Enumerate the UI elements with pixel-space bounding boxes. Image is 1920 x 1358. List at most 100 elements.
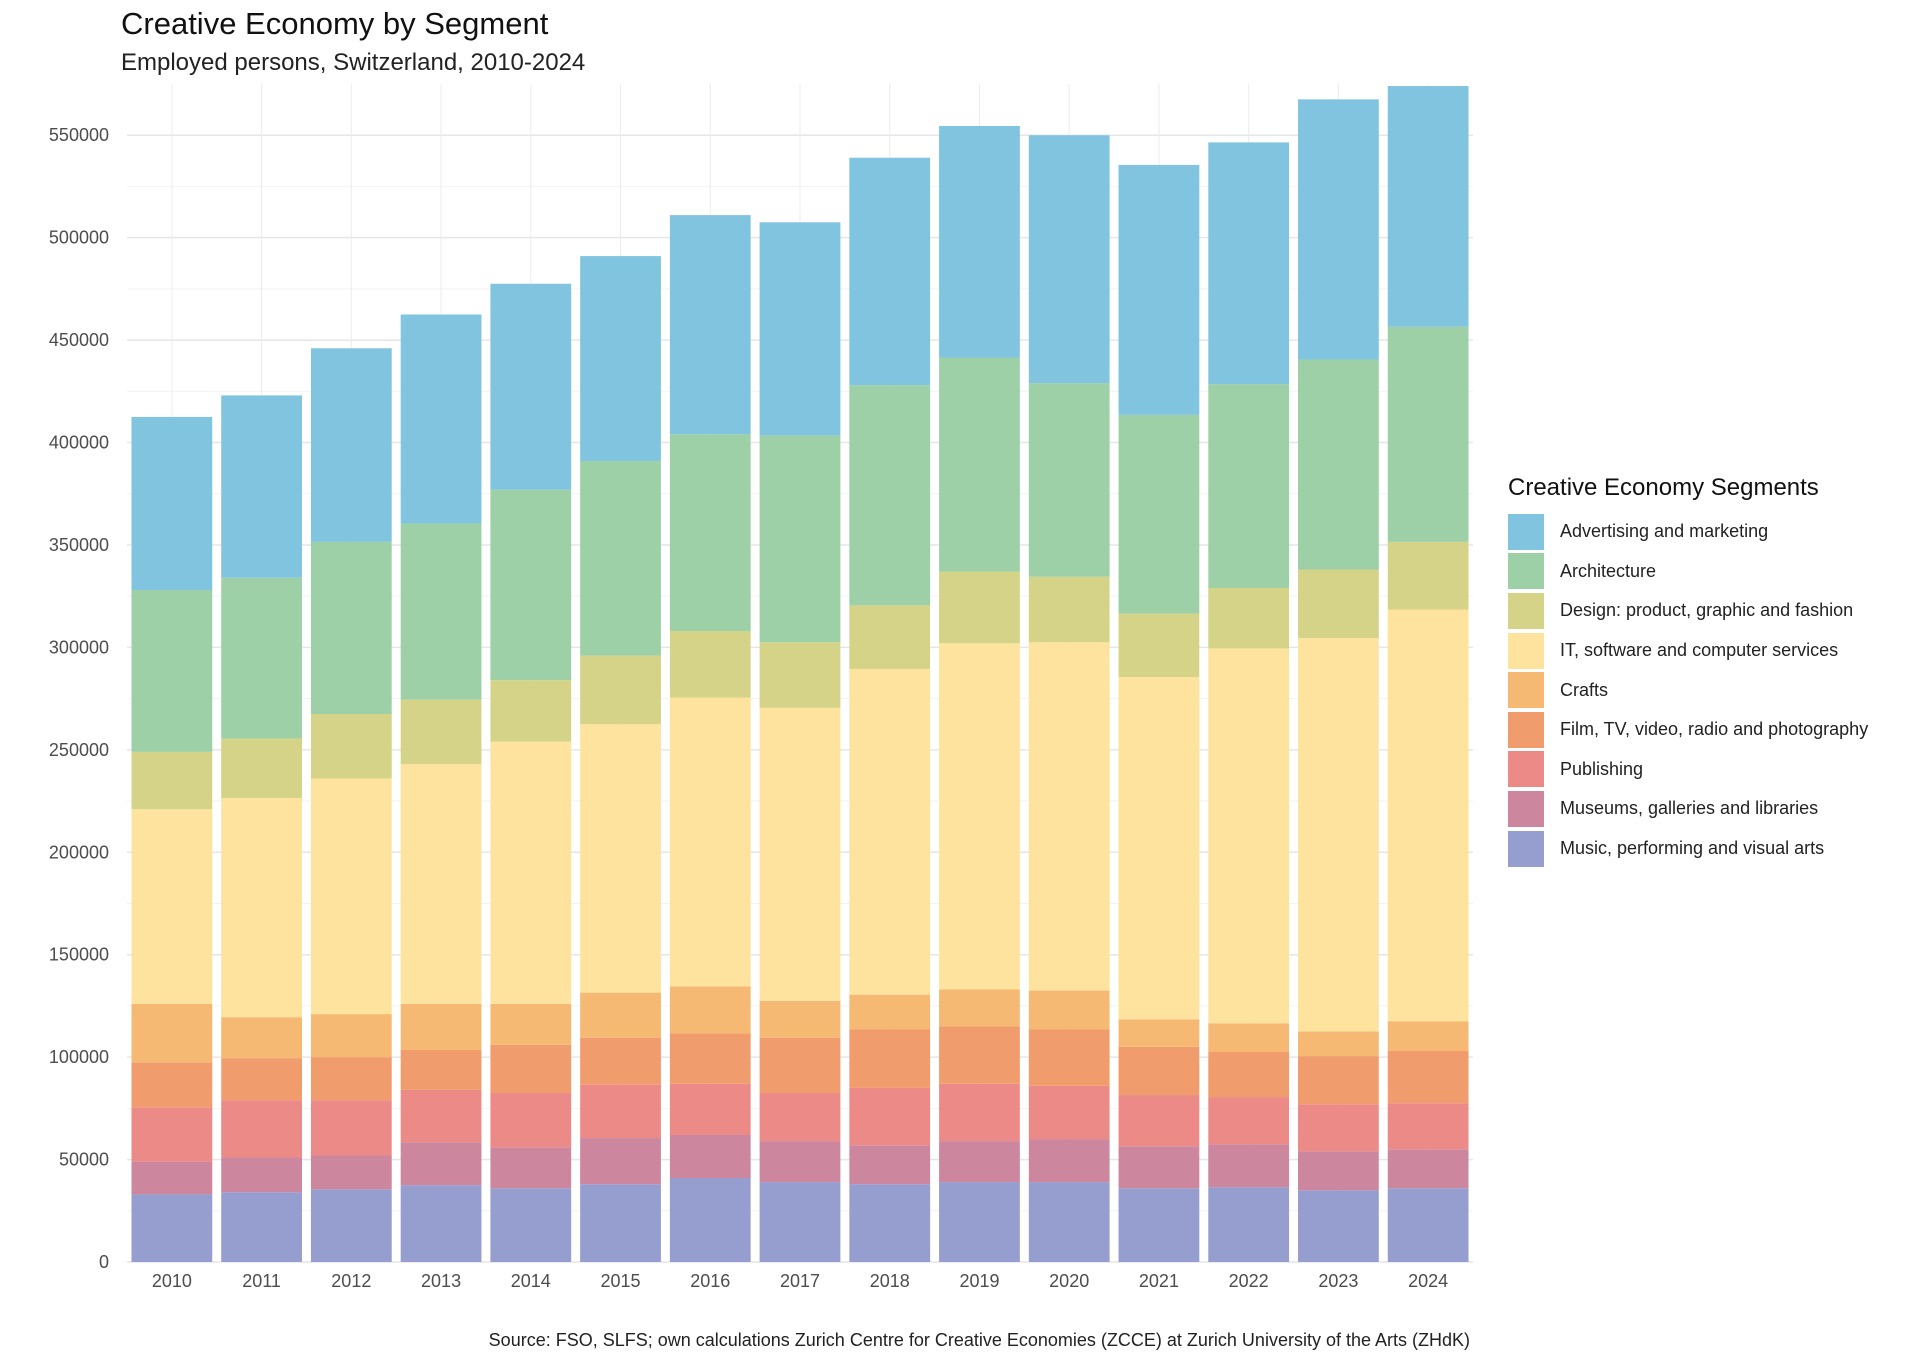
bar-segment bbox=[1208, 1097, 1290, 1145]
bar-segment bbox=[1118, 414, 1200, 614]
bar-segment bbox=[400, 1185, 482, 1262]
bar-segment bbox=[1298, 1104, 1379, 1152]
legend-label: Design: product, graphic and fashion bbox=[1560, 600, 1854, 621]
bar-segment bbox=[131, 1161, 213, 1195]
bar-segment bbox=[669, 434, 751, 632]
bar-segment bbox=[131, 416, 213, 591]
y-tick-label: 400000 bbox=[49, 433, 109, 453]
bar-segment bbox=[400, 523, 482, 700]
bar-segment bbox=[939, 1141, 1020, 1183]
bar-segment bbox=[580, 724, 661, 993]
bar-segment bbox=[759, 222, 841, 436]
bar-segment bbox=[131, 1194, 213, 1262]
x-tick-label: 2020 bbox=[1049, 1271, 1089, 1291]
bar-segment bbox=[669, 1033, 751, 1084]
bar-segment bbox=[1028, 1029, 1110, 1086]
bar-segment bbox=[400, 1003, 482, 1050]
legend-item: Crafts bbox=[1508, 670, 1868, 710]
bar-segment bbox=[1208, 587, 1290, 649]
bar-segment bbox=[221, 1157, 302, 1193]
legend-item: Film, TV, video, radio and photography bbox=[1508, 710, 1868, 750]
bar-segment bbox=[1298, 1056, 1379, 1105]
bar-segment bbox=[1118, 1188, 1200, 1262]
legend-swatch bbox=[1508, 632, 1544, 669]
legend-swatch bbox=[1508, 711, 1544, 748]
bar-segment bbox=[1387, 326, 1469, 542]
bar-segment bbox=[669, 1178, 751, 1262]
legend-swatch bbox=[1508, 513, 1544, 550]
source-caption: Source: FSO, SLFS; own calculations Zuri… bbox=[488, 1330, 1470, 1350]
bar-segment bbox=[1298, 1151, 1379, 1191]
bar-segment bbox=[939, 989, 1020, 1027]
bar-segment bbox=[1118, 1046, 1200, 1096]
bar-segment bbox=[1387, 1050, 1469, 1104]
bar-segment bbox=[490, 741, 572, 1004]
bar-segment bbox=[669, 1083, 751, 1135]
y-tick-label: 300000 bbox=[49, 637, 109, 657]
legend-item: Museums, galleries and libraries bbox=[1508, 789, 1868, 829]
bar-segment bbox=[1298, 1031, 1379, 1057]
bar-segment bbox=[490, 283, 572, 490]
bar-segment bbox=[1298, 359, 1379, 570]
bar-segment bbox=[1208, 1144, 1290, 1188]
bar-segment bbox=[310, 541, 392, 714]
bar-segment bbox=[400, 1049, 482, 1090]
bar-segment bbox=[1387, 609, 1469, 1022]
x-tick-label: 2018 bbox=[870, 1271, 910, 1291]
bar-segment bbox=[490, 489, 572, 681]
x-tick-label: 2016 bbox=[690, 1271, 730, 1291]
x-tick-label: 2017 bbox=[780, 1271, 820, 1291]
bar-segment bbox=[1208, 384, 1290, 588]
bar-segment bbox=[669, 1134, 751, 1179]
legend-title: Creative Economy Segments bbox=[1508, 474, 1819, 501]
bar-segment bbox=[939, 1026, 1020, 1084]
bar-segment bbox=[1298, 1190, 1379, 1262]
bar-segment bbox=[939, 643, 1020, 990]
bar-segment bbox=[1208, 1023, 1290, 1053]
bar-segment bbox=[849, 668, 931, 995]
bar-segment bbox=[131, 590, 213, 752]
bar-segment bbox=[131, 1062, 213, 1108]
x-tick-label: 2013 bbox=[421, 1271, 461, 1291]
bar-segment bbox=[580, 1138, 661, 1185]
x-tick-label: 2021 bbox=[1139, 1271, 1179, 1291]
bar-segment bbox=[759, 1141, 841, 1183]
bar-segment bbox=[221, 577, 302, 739]
bar-segment bbox=[849, 1145, 931, 1185]
bar-segment bbox=[221, 1017, 302, 1059]
bar-segment bbox=[939, 1182, 1020, 1262]
bar-segment bbox=[580, 655, 661, 725]
legend-label: Film, TV, video, radio and photography bbox=[1560, 719, 1869, 740]
bar-segment bbox=[939, 571, 1020, 644]
bar-segment bbox=[1387, 1103, 1469, 1150]
bar-segment bbox=[1118, 677, 1200, 1020]
legend-label: IT, software and computer services bbox=[1560, 640, 1839, 661]
bar-segment bbox=[580, 256, 661, 461]
bar-segment bbox=[1028, 1139, 1110, 1183]
bar-segment bbox=[1028, 990, 1110, 1030]
bar-segment bbox=[310, 778, 392, 1015]
bar-segment bbox=[580, 1084, 661, 1139]
bar-segment bbox=[669, 631, 751, 698]
bar-segment bbox=[221, 395, 302, 578]
legend-item: IT, software and computer services bbox=[1508, 631, 1868, 671]
bar-segment bbox=[759, 435, 841, 643]
legend: Creative Economy Segments Advertising an… bbox=[1508, 474, 1868, 868]
bar-segment bbox=[1298, 638, 1379, 1032]
bar-segment bbox=[131, 751, 213, 810]
bar-segment bbox=[669, 697, 751, 987]
legend-label: Advertising and marketing bbox=[1560, 521, 1769, 542]
legend-swatch bbox=[1508, 553, 1544, 590]
bar-segment bbox=[310, 1189, 392, 1262]
bar-segment bbox=[580, 1037, 661, 1085]
legend-label: Publishing bbox=[1560, 758, 1644, 779]
bar-segment bbox=[580, 460, 661, 656]
y-tick-label: 250000 bbox=[49, 740, 109, 760]
bar-segment bbox=[759, 642, 841, 708]
x-tick-label: 2023 bbox=[1318, 1271, 1358, 1291]
bar-segment bbox=[1028, 642, 1110, 991]
y-tick-label: 200000 bbox=[49, 842, 109, 862]
bar-segment bbox=[490, 1092, 572, 1148]
bar-segment bbox=[221, 1100, 302, 1158]
y-tick-label: 350000 bbox=[49, 535, 109, 555]
